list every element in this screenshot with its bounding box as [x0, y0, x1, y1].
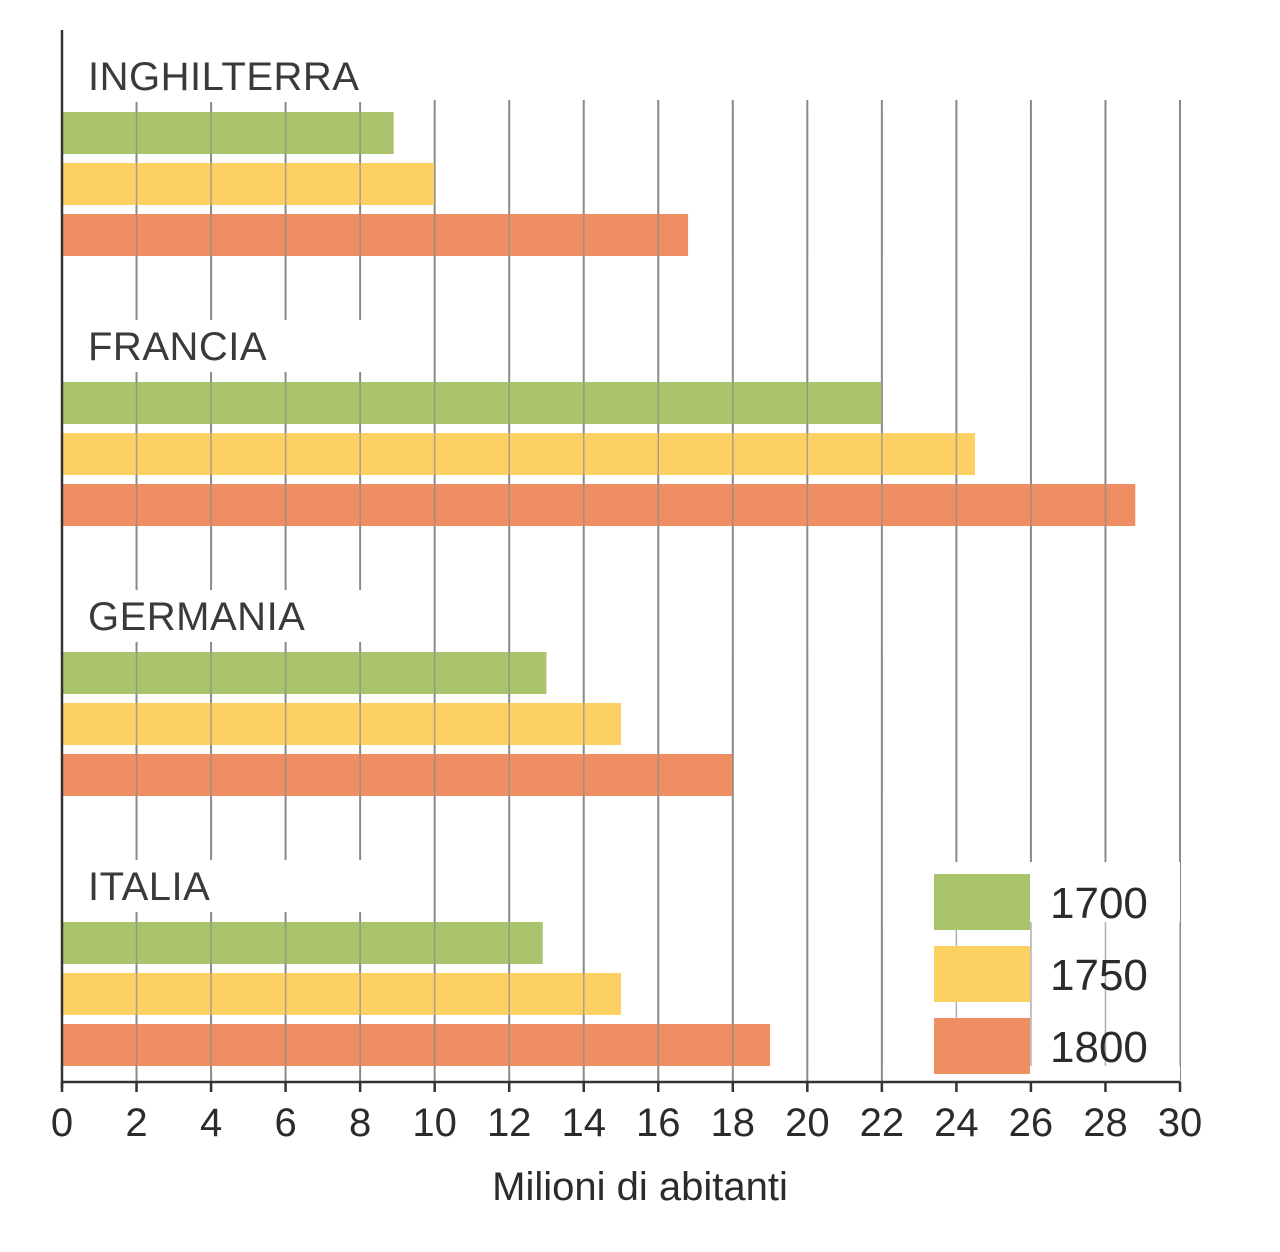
tick-label-12: 12 [487, 1101, 532, 1145]
tick-label-8: 8 [349, 1101, 371, 1145]
bar-germania-1700 [62, 652, 547, 694]
category-label-germania: GERMANIA [88, 595, 305, 639]
tick-label-6: 6 [274, 1101, 296, 1145]
legend-label-1800: 1800 [1050, 1023, 1148, 1072]
bar-francia-1750 [62, 433, 976, 475]
bar-italia-1800 [62, 1024, 771, 1066]
legend: 1700 1750 1800 [934, 874, 1148, 1074]
category-label-italia: ITALIA [88, 865, 210, 909]
tick-label-10: 10 [412, 1101, 457, 1145]
x-axis-title: Milioni di abitanti [492, 1165, 788, 1209]
tick-label-4: 4 [200, 1101, 222, 1145]
legend-label-1700: 1700 [1050, 879, 1148, 928]
tick-label-2: 2 [125, 1101, 147, 1145]
category-label-francia: FRANCIA [88, 325, 267, 369]
legend-label-1750: 1750 [1050, 951, 1148, 1000]
tick-label-22: 22 [860, 1101, 905, 1145]
category-labels: INGHILTERRA FRANCIA GERMANIA ITALIA [76, 50, 416, 912]
x-axis: 0 2 4 6 8 10 12 14 16 18 20 22 24 26 28 30 [51, 30, 1202, 1145]
legend-swatch-1700 [934, 874, 1030, 930]
bar-germania-1750 [62, 703, 621, 745]
bar-francia-1700 [62, 382, 882, 424]
tick-label-14: 14 [561, 1101, 606, 1145]
bar-inghilterra-1800 [62, 214, 689, 256]
category-label-backing [76, 50, 416, 102]
category-label-inghilterra: INGHILTERRA [88, 55, 359, 99]
tick-label-0: 0 [51, 1101, 73, 1145]
category-label-backing [76, 320, 416, 372]
legend-swatch-1750 [934, 946, 1030, 1002]
bar-inghilterra-1700 [62, 112, 394, 154]
tick-label-20: 20 [785, 1101, 830, 1145]
category-label-backing [76, 860, 416, 912]
bar-francia-1800 [62, 484, 1136, 526]
bar-italia-1700 [62, 922, 543, 964]
bar-inghilterra-1750 [62, 163, 435, 205]
bars [62, 112, 1181, 1066]
tick-label-18: 18 [711, 1101, 756, 1145]
tick-label-26: 26 [1009, 1101, 1054, 1145]
tick-label-28: 28 [1083, 1101, 1128, 1145]
tick-label-24: 24 [934, 1101, 979, 1145]
bar-italia-1750 [62, 973, 621, 1015]
tick-label-30: 30 [1158, 1101, 1203, 1145]
bar-germania-1800 [62, 754, 733, 796]
category-label-backing [76, 590, 416, 642]
legend-swatch-1800 [934, 1018, 1030, 1074]
tick-label-16: 16 [636, 1101, 681, 1145]
